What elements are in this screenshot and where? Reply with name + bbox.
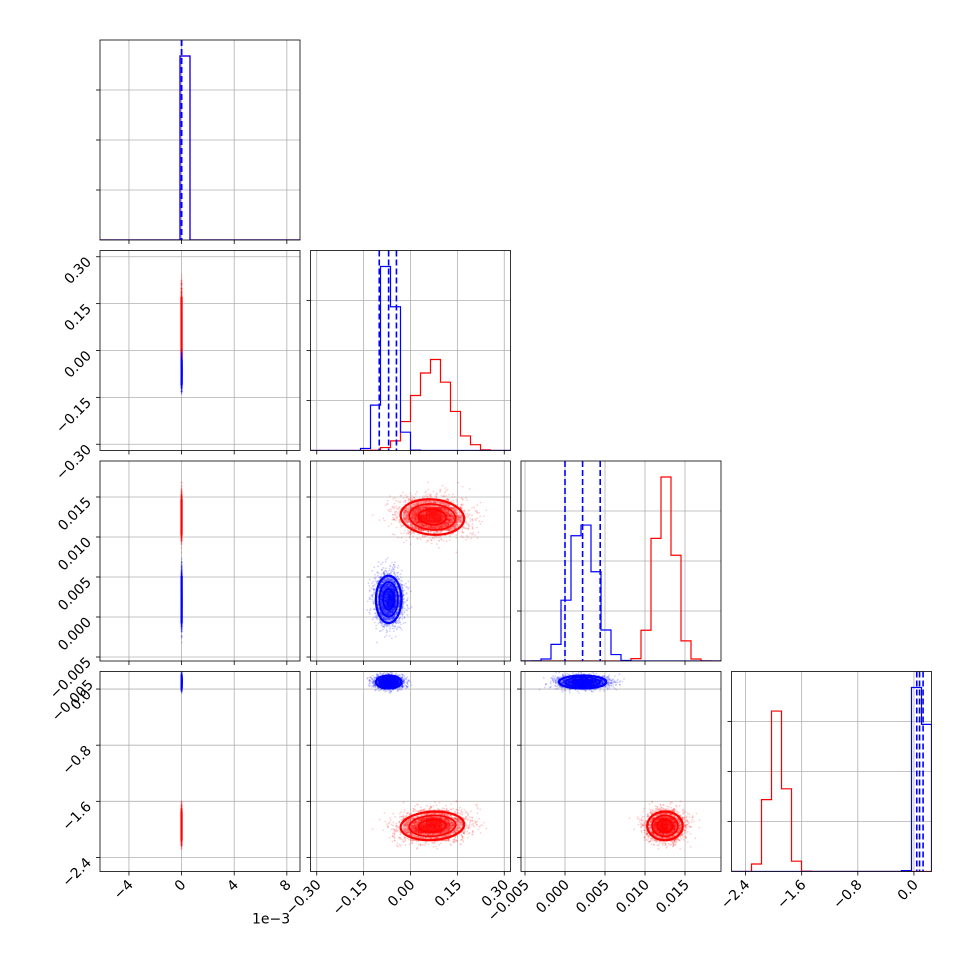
y-tick-label: 0.005 xyxy=(55,575,95,615)
histogram-series-1 xyxy=(310,265,511,451)
y-tick-label: 0.015 xyxy=(55,495,95,535)
histogram-series-0 xyxy=(310,358,511,451)
contour-series-1 xyxy=(382,588,395,611)
y-tick-label: −1.6 xyxy=(59,799,94,834)
histogram-panel-3 xyxy=(727,671,932,876)
x-tick-label: −1.6 xyxy=(774,877,809,912)
contour-series-0 xyxy=(646,810,684,842)
panel-frame xyxy=(99,460,301,662)
scatter-panel-3-1 xyxy=(306,671,511,876)
contour-series-0 xyxy=(408,503,457,531)
x-offset-label: 1e−3 xyxy=(252,912,290,928)
x-tick-label: 0.00 xyxy=(385,877,418,910)
contour-series-1 xyxy=(571,678,594,686)
histogram-series-1 xyxy=(731,686,932,872)
contour-series-1 xyxy=(374,574,403,625)
x-tick-label: 0.15 xyxy=(432,877,465,910)
scatter-panel-1-0 xyxy=(96,250,301,455)
contour-series-1 xyxy=(382,678,395,686)
x-tick-label: −2.4 xyxy=(718,877,753,912)
contour-series-1 xyxy=(564,676,601,688)
contour-series-0 xyxy=(417,508,447,526)
contour-series-0 xyxy=(417,818,447,833)
x-tick-label: 0.000 xyxy=(533,877,573,917)
x-tick-label: 0.015 xyxy=(653,877,693,917)
x-tick-label: −4 xyxy=(111,877,137,903)
y-tick-label: −0.15 xyxy=(53,395,95,437)
contour-series-0 xyxy=(408,814,457,838)
contour-series-0 xyxy=(656,818,674,833)
y-tick-label: 0.15 xyxy=(61,301,94,334)
histogram-panel-1 xyxy=(306,250,511,455)
x-tick-label: 0.005 xyxy=(573,877,613,917)
scatter-panel-3-0 xyxy=(96,671,301,876)
scatter-panel-3-2 xyxy=(517,671,722,876)
contour-series-0 xyxy=(399,810,466,842)
contour-series-1 xyxy=(557,674,608,690)
density-series-1 xyxy=(559,679,606,688)
y-tick-label: 0.30 xyxy=(61,254,94,287)
contour-series-0 xyxy=(651,814,679,838)
x-tick-label: 8 xyxy=(277,877,295,895)
y-tick-label: −0.8 xyxy=(59,743,94,778)
y-tick-label: 0.00 xyxy=(61,348,94,381)
contour-series-0 xyxy=(399,498,466,536)
scatter-panel-2-1 xyxy=(306,460,511,665)
histogram-panel-2 xyxy=(517,460,722,665)
x-tick-label: 4 xyxy=(224,877,242,895)
panel-frame xyxy=(99,671,301,872)
contour-series-1 xyxy=(378,581,399,618)
x-tick-label: 0.010 xyxy=(613,877,653,917)
y-tick-label: 0.010 xyxy=(55,535,95,575)
y-tick-label: −0.30 xyxy=(53,442,95,484)
y-tick-label: 0.000 xyxy=(55,615,95,655)
histogram-series-0 xyxy=(521,476,721,661)
histogram-panel-0 xyxy=(96,39,301,244)
x-tick-label: −0.15 xyxy=(330,877,372,919)
contour-series-1 xyxy=(374,674,403,690)
x-tick-label: 0.0 xyxy=(895,877,922,904)
contour-series-1 xyxy=(378,676,399,688)
x-tick-label: −0.8 xyxy=(830,877,865,912)
scatter-panel-2-0 xyxy=(96,460,301,665)
x-tick-label: 0 xyxy=(172,877,190,895)
panel-frame xyxy=(520,671,722,872)
y-tick-label: −2.4 xyxy=(59,855,94,890)
